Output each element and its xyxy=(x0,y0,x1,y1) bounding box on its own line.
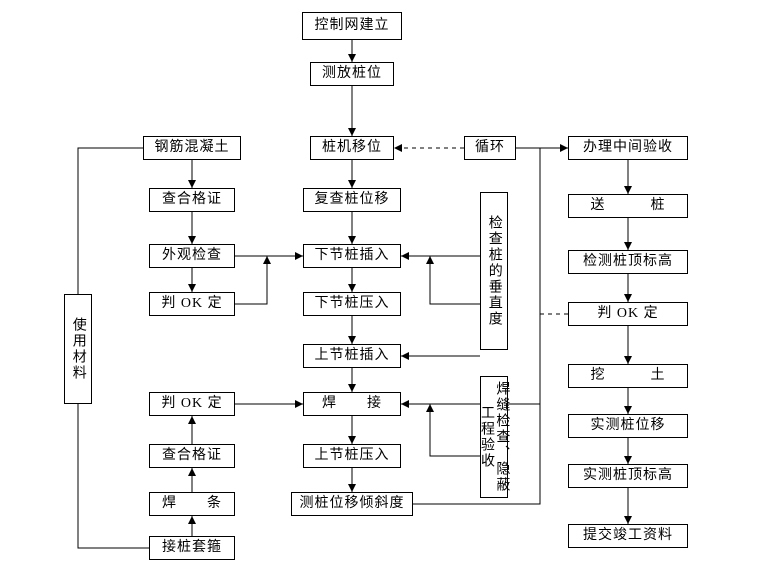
arrowhead-icon xyxy=(188,416,196,424)
arrowhead-icon xyxy=(401,352,409,360)
arrowhead-icon xyxy=(426,256,434,264)
arrowhead-icon xyxy=(348,180,356,188)
flow-edge xyxy=(235,256,267,304)
arrowhead-icon xyxy=(560,144,568,152)
arrowhead-icon xyxy=(624,356,632,364)
arrowhead-icon xyxy=(188,284,196,292)
arrowhead-icon xyxy=(295,400,303,408)
arrowhead-icon xyxy=(394,144,402,152)
arrowhead-icon xyxy=(426,404,434,412)
arrowhead-icon xyxy=(624,406,632,414)
arrowhead-icon xyxy=(263,256,271,264)
arrowhead-icon xyxy=(188,516,196,524)
flow-edge xyxy=(78,148,92,294)
arrowhead-icon xyxy=(188,180,196,188)
arrowhead-icon xyxy=(624,186,632,194)
arrowhead-icon xyxy=(348,128,356,136)
arrowhead-icon xyxy=(188,468,196,476)
arrowhead-icon xyxy=(348,384,356,392)
arrowhead-icon xyxy=(624,516,632,524)
arrowhead-icon xyxy=(348,436,356,444)
arrowhead-icon xyxy=(401,252,409,260)
flow-edge xyxy=(413,148,540,504)
arrowhead-icon xyxy=(401,400,409,408)
flow-edge xyxy=(78,404,92,548)
flow-edge xyxy=(430,256,480,304)
arrowhead-icon xyxy=(348,284,356,292)
arrowhead-icon xyxy=(348,484,356,492)
arrowhead-icon xyxy=(624,294,632,302)
arrowhead-icon xyxy=(348,236,356,244)
arrowhead-icon xyxy=(348,54,356,62)
arrowhead-icon xyxy=(295,252,303,260)
flow-edge xyxy=(430,404,480,456)
arrowhead-icon xyxy=(348,336,356,344)
arrowhead-icon xyxy=(624,456,632,464)
arrowhead-icon xyxy=(188,236,196,244)
arrowhead-icon xyxy=(624,242,632,250)
